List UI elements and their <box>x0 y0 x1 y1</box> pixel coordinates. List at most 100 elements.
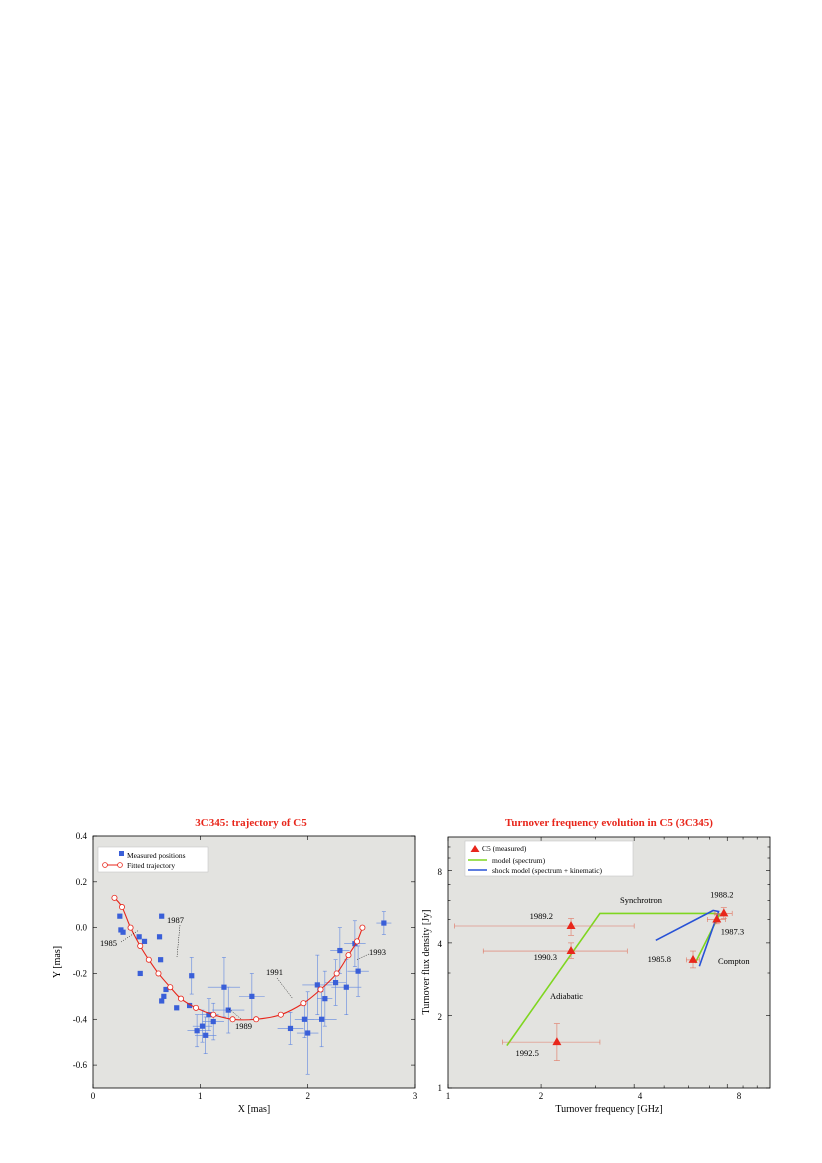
legend-triangle-marker <box>470 845 480 852</box>
x-tick-label: 3 <box>413 1091 418 1101</box>
annotation-synchrotron: Synchrotron <box>620 895 663 905</box>
measured-position-point <box>332 980 339 986</box>
y-tick-label: 2 <box>438 1012 443 1022</box>
legend-label-measured: C5 (measured) <box>482 844 527 853</box>
left-axes: 0 1 2 3 0.4 0.2 0.0 -0.2 -0.4 -0.6 <box>73 831 418 1101</box>
legend-square-marker <box>119 851 124 856</box>
measured-turnover-point <box>566 946 576 955</box>
fitted-trajectory-point <box>354 938 361 945</box>
epoch-label: 1987.3 <box>721 927 744 937</box>
measured-position-point <box>301 1016 308 1022</box>
measured-position-point <box>352 941 358 947</box>
legend-box <box>97 846 209 873</box>
measured-position-point <box>249 993 255 999</box>
annotation-arrow <box>276 977 294 1000</box>
annotation-adiabatic: Adiabatic <box>550 991 583 1001</box>
left-annotations: 1985 1987 1989 1991 1993 <box>100 915 386 1031</box>
measured-position-point <box>163 986 169 993</box>
fitted-trajectory-point <box>277 1011 284 1018</box>
measured-turnover-point <box>712 914 722 923</box>
measured-position-point <box>287 1025 294 1032</box>
measured-turnover-point <box>719 908 729 917</box>
measured-turnover-point <box>566 921 576 930</box>
measured-position-point <box>210 1018 216 1025</box>
x-tick-label: 4 <box>638 1091 643 1101</box>
fitted-trajectory-point <box>333 970 340 977</box>
annotation-arrow <box>227 1007 242 1020</box>
measured-position-point <box>156 934 163 940</box>
left-y-axis-label: Y [mas] <box>52 946 63 978</box>
fitted-trajectory-point <box>229 1016 236 1023</box>
legend-box <box>464 840 634 877</box>
measured-position-point <box>343 984 349 990</box>
measured-position-point <box>221 984 227 990</box>
shock-model-line <box>655 909 720 967</box>
fitted-trajectory-point <box>127 924 134 931</box>
measured-position-point <box>319 1016 325 1022</box>
y-tick-label: 0.4 <box>76 831 88 841</box>
annotation-1993: 1993 <box>369 947 386 957</box>
fitted-trajectory-point <box>359 924 366 931</box>
right-legend: C5 (measured) model (spectrum) shock mod… <box>464 840 634 877</box>
y-tick-label: -0.2 <box>73 969 87 979</box>
left-legend: Measured positions Fitted trajectory <box>97 846 209 873</box>
epoch-label: 1989.2 <box>530 911 553 921</box>
measured-position-point <box>137 970 143 977</box>
measured-position-point <box>187 1002 193 1009</box>
annotation-1991: 1991 <box>266 967 283 977</box>
legend-circle-marker <box>117 862 123 868</box>
right-panel: Turnover frequency evolution in C5 (3C34… <box>421 817 771 1115</box>
fitted-trajectory-point <box>137 942 144 949</box>
right-annotations: Synchrotron Adiabatic Compton <box>550 895 750 1001</box>
fitted-trajectory-point <box>118 904 125 911</box>
measured-position-point <box>381 920 387 926</box>
y-tick-label: 4 <box>438 939 443 949</box>
measured-position-point <box>136 934 142 940</box>
left-panel: 3C345: trajectory of C5 0 1 2 3 0.4 0.2 … <box>52 817 418 1115</box>
measured-position-point <box>159 998 165 1004</box>
fitted-trajectory-point <box>167 984 174 991</box>
measured-position-point <box>141 938 148 944</box>
measured-position-point <box>189 973 195 979</box>
x-tick-label: 1 <box>198 1091 203 1101</box>
annotation-1989: 1989 <box>235 1021 252 1031</box>
epoch-label: 1985.8 <box>648 954 671 964</box>
annotation-compton: Compton <box>718 956 750 966</box>
legend-label-fitted: Fitted trajectory <box>127 861 175 870</box>
right-plot-area <box>447 836 771 1089</box>
epoch-label: 1990.3 <box>534 952 557 962</box>
measured-position-point <box>194 1028 200 1034</box>
fitted-trajectory-point <box>111 894 118 901</box>
measured-position-point <box>174 1005 180 1011</box>
fitted-trajectory-point <box>178 995 185 1002</box>
legend-circle-marker <box>102 862 108 868</box>
measured-position-point <box>355 968 361 974</box>
y-tick-label: -0.4 <box>73 1014 88 1024</box>
measured-position-point <box>161 993 167 999</box>
measured-position-point <box>203 1032 209 1038</box>
measured-position-point <box>117 913 123 919</box>
measured-position-point <box>305 1030 311 1036</box>
x-tick-label: 8 <box>737 1091 742 1101</box>
measured-position-point <box>158 957 164 963</box>
y-tick-label: -0.6 <box>73 1060 88 1070</box>
fitted-trajectory-point <box>193 1004 200 1011</box>
measured-position-point <box>337 947 343 954</box>
y-tick-label: 0.2 <box>76 877 87 887</box>
fitted-trajectory-point <box>345 952 352 959</box>
measured-position-point <box>206 1012 212 1018</box>
measured-position-point <box>120 929 126 935</box>
fitted-trajectory-point <box>145 956 152 963</box>
annotation-arrow <box>176 924 181 958</box>
legend-label-shock: shock model (spectrum + kinematic) <box>492 866 603 875</box>
annotation-1987: 1987 <box>167 915 184 925</box>
y-tick-label: 1 <box>438 1083 443 1093</box>
x-tick-label: 0 <box>91 1091 96 1101</box>
legend-label-model: model (spectrum) <box>492 856 546 865</box>
measured-position-point <box>322 996 328 1002</box>
measured-turnover-point <box>552 1037 562 1046</box>
epoch-label: 1988.2 <box>710 889 733 899</box>
legend-label-measured: Measured positions <box>127 851 186 860</box>
measured-position-point <box>314 982 320 988</box>
